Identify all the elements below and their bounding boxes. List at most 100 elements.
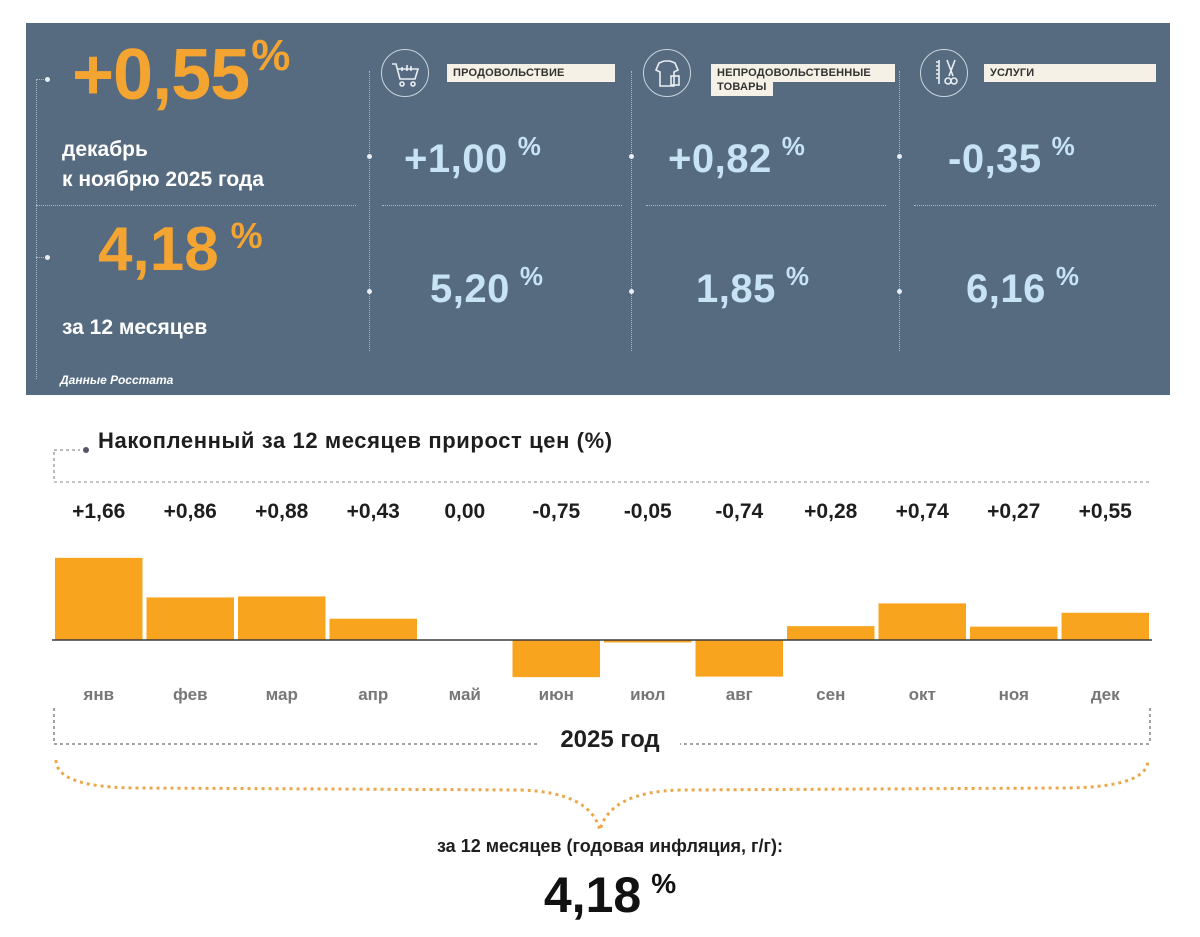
- value-label-апр: +0,43: [347, 500, 400, 523]
- value-label-июн: -0,75: [532, 500, 580, 523]
- bar-окт: [878, 603, 966, 640]
- category-label-nonfood-line2: ТОВАРЫ: [711, 80, 773, 96]
- row-divider-services: [914, 205, 1156, 206]
- services-monthly: -0,35%: [948, 133, 1075, 181]
- category-label-июл: июл: [630, 685, 665, 704]
- value-label-янв: +1,66: [72, 500, 125, 523]
- nonfood-guide-line: [631, 71, 632, 351]
- bar-авг: [695, 640, 783, 677]
- category-label-окт: окт: [909, 685, 936, 704]
- annual-inflation-value: 4,18: [98, 215, 219, 284]
- value-labels: +1,66 +0,86 +0,88 +0,43 0,00 -0,75 -0,05 -0,74 +…: [72, 500, 1132, 523]
- services-annual: 6,16%: [966, 263, 1079, 311]
- bar-янв: [55, 557, 143, 640]
- bars: [55, 557, 1149, 678]
- monthly-bar-chart: +1,66 +0,86 +0,88 +0,43 0,00 -0,75 -0,05 -0,74 +…: [52, 500, 1152, 704]
- services-guide-line: [899, 71, 900, 351]
- value-label-окт: +0,74: [896, 500, 949, 523]
- services-monthly-value: -0,35: [948, 137, 1042, 181]
- value-label-дек: +0,55: [1079, 500, 1132, 523]
- value-label-ноя: +0,27: [987, 500, 1040, 523]
- guide-dot: [45, 255, 50, 260]
- nonfood-annual-value: 1,85: [696, 267, 776, 311]
- category-label-апр: апр: [358, 685, 388, 704]
- summary-brace: [54, 759, 1150, 836]
- monthly-caption-line1: декабрь: [62, 138, 148, 161]
- category-label-май: май: [449, 685, 481, 704]
- food-monthly-unit: %: [517, 131, 542, 161]
- title-guide-dot: [83, 447, 89, 453]
- value-label-фев: +0,86: [164, 500, 217, 523]
- bar-ноя: [970, 626, 1058, 640]
- bar-июн: [512, 640, 600, 678]
- clothing-icon: [643, 49, 691, 97]
- monthly-inflation-caption: декабрь к ноябрю 2025 года: [62, 135, 264, 195]
- category-label-фев: фев: [173, 685, 208, 704]
- food-monthly: +1,00%: [404, 133, 541, 179]
- guide-dot: [629, 289, 634, 294]
- category-label-nonfood-line1: НЕПРОДОВОЛЬСТВЕННЫЕ: [717, 67, 871, 79]
- category-label-ноя: ноя: [999, 685, 1029, 704]
- annual-summary-unit: %: [651, 868, 677, 899]
- shopping-cart-icon: [381, 49, 429, 97]
- category-label-food: ПРОДОВОЛЬСТВИЕ: [447, 64, 615, 82]
- category-label-сен: сен: [816, 685, 845, 704]
- guide-dot: [897, 154, 902, 159]
- value-label-май: 0,00: [444, 500, 485, 523]
- bar-апр: [329, 618, 417, 640]
- annual-summary-caption: за 12 месяцев (годовая инфляция, г/г):: [436, 836, 784, 856]
- category-label-дек: дек: [1091, 685, 1120, 704]
- value-label-авг: -0,74: [715, 500, 763, 523]
- annual-summary: 4,18%: [500, 866, 720, 924]
- guide-dot: [367, 289, 372, 294]
- guide-dot: [45, 77, 50, 82]
- annual-summary-value: 4,18: [543, 867, 642, 923]
- guide-dot: [897, 289, 902, 294]
- row-divider-nonfood: [646, 205, 886, 206]
- category-label-nonfood: НЕПРОДОВОЛЬСТВЕННЫЕ: [711, 64, 895, 82]
- category-labels: янв фев мар апр май июн июл авг сен окт ноя дек: [82, 685, 1120, 704]
- services-monthly-unit: %: [1051, 131, 1076, 161]
- bar-сен: [787, 626, 875, 640]
- bar-июл: [604, 640, 692, 643]
- nonfood-monthly-value: +0,82: [668, 137, 772, 181]
- annual-inflation-caption: за 12 месяцев: [62, 316, 208, 339]
- year-label: 2025 год: [540, 726, 680, 754]
- bar-мар: [238, 596, 326, 640]
- food-guide-line: [369, 71, 370, 351]
- services-annual-unit: %: [1055, 261, 1080, 291]
- nonfood-monthly: +0,82%: [668, 133, 805, 181]
- category-label-авг: авг: [726, 685, 753, 704]
- monthly-inflation: +0,55%: [72, 31, 290, 111]
- scissors-comb-icon: [920, 49, 968, 97]
- nonfood-annual: 1,85%: [696, 263, 809, 311]
- left-guide-line: [36, 79, 37, 379]
- monthly-inflation-value: +0,55: [72, 35, 250, 115]
- value-label-мар: +0,88: [255, 500, 308, 523]
- monthly-inflation-unit: %: [251, 31, 291, 80]
- category-label-services: УСЛУГИ: [984, 64, 1156, 82]
- bar-фев: [146, 597, 234, 640]
- category-label-июн: июн: [539, 685, 574, 704]
- nonfood-annual-unit: %: [785, 261, 810, 291]
- year-bracket-sides: [53, 708, 1151, 744]
- inflation-summary-panel: +0,55% декабрь к ноябрю 2025 года 4,18% …: [26, 23, 1170, 395]
- services-annual-value: 6,16: [966, 267, 1046, 311]
- food-annual-unit: %: [519, 261, 544, 291]
- nonfood-monthly-unit: %: [781, 131, 806, 161]
- category-label-янв: янв: [82, 685, 114, 704]
- row-divider-left: [36, 205, 356, 206]
- food-annual-value: 5,20: [430, 267, 510, 311]
- annual-inflation-unit: %: [230, 215, 263, 256]
- food-annual: 5,20%: [430, 263, 543, 311]
- guide-dot: [367, 154, 372, 159]
- annual-inflation: 4,18%: [98, 215, 263, 281]
- left-guide-tick-top: [36, 79, 48, 80]
- value-label-июл: -0,05: [624, 500, 672, 523]
- source-note: Данные Росстата: [60, 373, 174, 387]
- row-divider-food: [382, 205, 622, 206]
- left-guide-tick-mid: [36, 257, 48, 258]
- guide-dot: [629, 154, 634, 159]
- bar-дек: [1061, 612, 1149, 640]
- category-label-мар: мар: [266, 685, 298, 704]
